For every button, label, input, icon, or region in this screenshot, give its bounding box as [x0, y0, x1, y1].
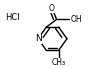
Text: CH₃: CH₃ [52, 58, 66, 67]
Text: O: O [49, 4, 55, 13]
Text: OH: OH [70, 15, 82, 24]
Text: N: N [35, 34, 41, 43]
Text: HCl: HCl [5, 13, 20, 22]
